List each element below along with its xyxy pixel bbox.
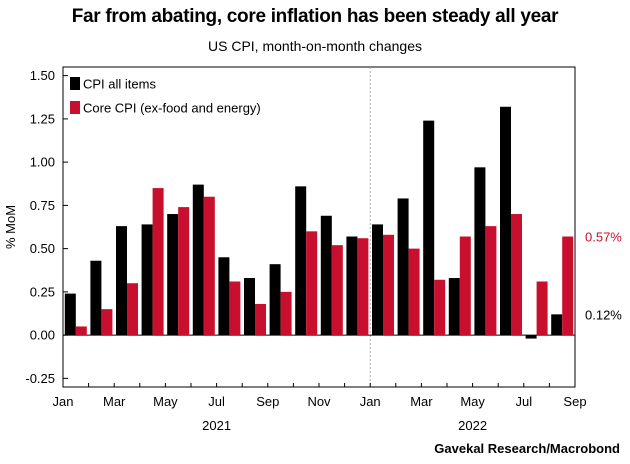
bar-core-cpi <box>357 238 369 336</box>
bar-cpi-all-items <box>423 120 435 336</box>
bar-cpi-all-items <box>551 314 563 336</box>
x-tick-label: Mar <box>103 394 126 409</box>
y-tick-label: 1.25 <box>30 111 55 126</box>
bar-cpi-all-items <box>64 293 76 336</box>
bar-cpi-all-items <box>346 236 358 336</box>
bar-core-cpi <box>383 234 394 336</box>
bar-cpi-all-items <box>397 198 409 336</box>
y-tick-label: 0.25 <box>30 284 55 299</box>
legend-label: CPI all items <box>83 77 156 92</box>
bar-core-cpi <box>511 214 522 336</box>
y-tick-label: 1.50 <box>30 68 55 83</box>
y-axis-label: % MoM <box>3 205 18 249</box>
x-tick-label: Nov <box>307 394 331 409</box>
y-tick-label: 0.75 <box>30 198 55 213</box>
bar-core-cpi <box>255 303 266 336</box>
bar-core-cpi <box>562 236 574 336</box>
x-tick-label: Jan <box>360 394 381 409</box>
x-tick-label: Sep <box>563 394 586 409</box>
legend-label: Core CPI (ex-food and energy) <box>83 101 261 116</box>
bar-cpi-all-items <box>295 186 307 336</box>
year-label-2021: 2021 <box>202 418 231 433</box>
bar-core-cpi <box>306 231 318 336</box>
bar-core-cpi <box>408 248 420 336</box>
bar-core-cpi <box>101 309 113 336</box>
y-tick-label: 0.00 <box>30 328 55 343</box>
bar-core-cpi <box>127 283 138 336</box>
x-tick-label: Jan <box>53 394 74 409</box>
y-tick-label: 0.50 <box>30 241 55 256</box>
x-tick-label: Jul <box>515 394 532 409</box>
bar-cpi-all-items <box>141 224 153 336</box>
chart-subtitle: US CPI, month-on-month changes <box>208 38 422 54</box>
legend-swatch <box>70 101 80 114</box>
bar-core-cpi <box>178 207 190 336</box>
legend-swatch <box>70 77 80 90</box>
bar-cpi-all-items <box>218 257 230 336</box>
y-tick-label: -0.25 <box>25 371 55 386</box>
bar-cpi-all-items <box>320 215 332 336</box>
bar-cpi-all-items <box>167 214 179 336</box>
year-label-2022: 2022 <box>458 418 487 433</box>
bar-cpi-all-items <box>90 260 102 336</box>
bar-cpi-all-items <box>192 184 204 336</box>
latest-value-annotation: 0.57% <box>585 230 622 245</box>
bar-core-cpi <box>459 236 471 336</box>
bar-core-cpi <box>280 291 292 336</box>
bar-cpi-all-items <box>474 167 486 336</box>
chart-title: Far from abating, core inflation has bee… <box>71 6 559 27</box>
bar-core-cpi <box>152 188 164 336</box>
bar-core-cpi <box>75 326 87 336</box>
bar-cpi-all-items <box>525 335 537 339</box>
bar-core-cpi <box>434 279 446 336</box>
bar-cpi-all-items <box>500 106 511 336</box>
x-tick-label: Sep <box>256 394 279 409</box>
bar-core-cpi <box>536 281 548 336</box>
bar-core-cpi <box>229 281 241 336</box>
bar-core-cpi <box>203 196 215 336</box>
x-tick-label: May <box>153 394 178 409</box>
bar-cpi-all-items <box>372 224 383 336</box>
bar-cpi-all-items <box>269 264 281 336</box>
bar-core-cpi <box>331 245 343 336</box>
bar-cpi-all-items <box>116 226 127 336</box>
latest-value-annotation: 0.12% <box>585 307 622 322</box>
x-tick-label: Mar <box>410 394 433 409</box>
bar-core-cpi <box>485 226 497 336</box>
x-tick-label: Jul <box>208 394 225 409</box>
source-credit: Gavekal Research/Macrobond <box>434 441 620 456</box>
y-tick-label: 1.00 <box>30 155 55 170</box>
x-tick-label: May <box>460 394 485 409</box>
bar-cpi-all-items <box>244 278 255 336</box>
bar-cpi-all-items <box>448 278 460 336</box>
